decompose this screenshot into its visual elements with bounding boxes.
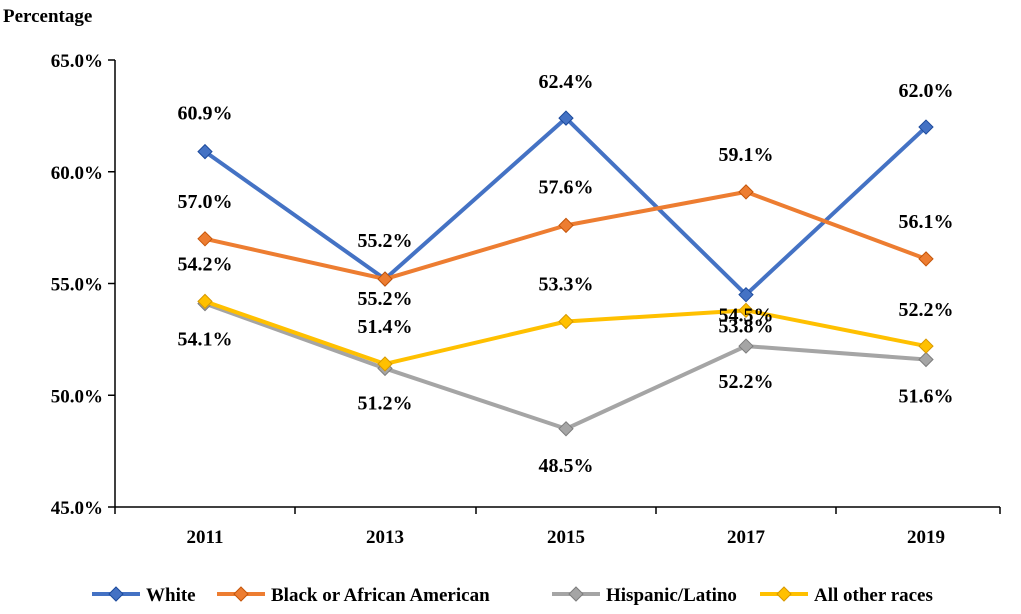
data-label: 55.2% (358, 288, 413, 310)
data-point-marker (197, 293, 213, 310)
x-tick-label: 2015 (547, 527, 585, 548)
data-label: 60.9% (178, 103, 233, 125)
x-tick-label: 2013 (366, 527, 404, 548)
data-label: 51.4% (358, 316, 413, 338)
y-tick-label: 65.0% (51, 51, 103, 72)
legend-marker (568, 586, 584, 602)
data-point-marker (197, 231, 213, 247)
series-line-white (203, 116, 928, 297)
data-point-marker (918, 119, 934, 135)
legend-label: Hispanic/Latino (606, 585, 737, 606)
legend-marker (776, 586, 792, 602)
data-point-marker (738, 184, 754, 200)
data-point-marker (738, 338, 754, 354)
data-label: 52.2% (719, 371, 774, 393)
data-label: 56.1% (899, 211, 954, 233)
data-label: 48.5% (539, 455, 594, 477)
data-point-marker (738, 286, 754, 303)
data-point-marker (377, 271, 393, 287)
data-label: 54.5% (719, 305, 774, 327)
legend-marker (233, 586, 249, 602)
data-label: 59.1% (719, 144, 774, 166)
data-point-marker (558, 421, 574, 437)
data-point-marker (918, 251, 934, 267)
data-label: 57.0% (178, 191, 233, 213)
data-point-marker (918, 338, 934, 354)
data-label: 52.2% (899, 299, 954, 321)
data-point-marker (197, 143, 213, 160)
data-point-marker (918, 351, 934, 368)
data-label: 62.4% (539, 71, 594, 93)
x-tick-label: 2019 (907, 527, 945, 548)
data-label: 55.2% (358, 230, 413, 252)
data-point-marker (377, 356, 393, 372)
y-axis-title: Percentage (3, 6, 92, 27)
x-tick-label: 2011 (187, 527, 224, 548)
data-label: 51.2% (358, 392, 413, 414)
data-label: 54.1% (178, 329, 233, 351)
legend-label: White (146, 585, 196, 606)
y-tick-label: 45.0% (51, 498, 103, 519)
data-point-marker (738, 302, 754, 319)
x-tick-label: 2017 (727, 527, 766, 548)
data-label: 54.2% (178, 253, 233, 275)
y-tick-label: 60.0% (51, 163, 103, 184)
data-label: 53.8% (719, 315, 774, 337)
data-label: 57.6% (539, 176, 594, 198)
legend-label: All other races (814, 585, 933, 606)
data-label: 62.0% (899, 80, 954, 102)
data-point-marker (558, 313, 574, 330)
data-point-marker (558, 217, 574, 234)
series-line-black-or-african-american (204, 189, 927, 282)
data-label: 53.3% (539, 273, 594, 295)
data-label: 51.6% (899, 385, 954, 407)
y-tick-label: 50.0% (51, 386, 103, 407)
data-point-marker (558, 110, 574, 126)
y-tick-label: 55.0% (51, 275, 103, 296)
legend-label: Black or African American (271, 585, 490, 606)
legend-marker (108, 586, 124, 602)
series-line-all-other-races (204, 299, 927, 366)
